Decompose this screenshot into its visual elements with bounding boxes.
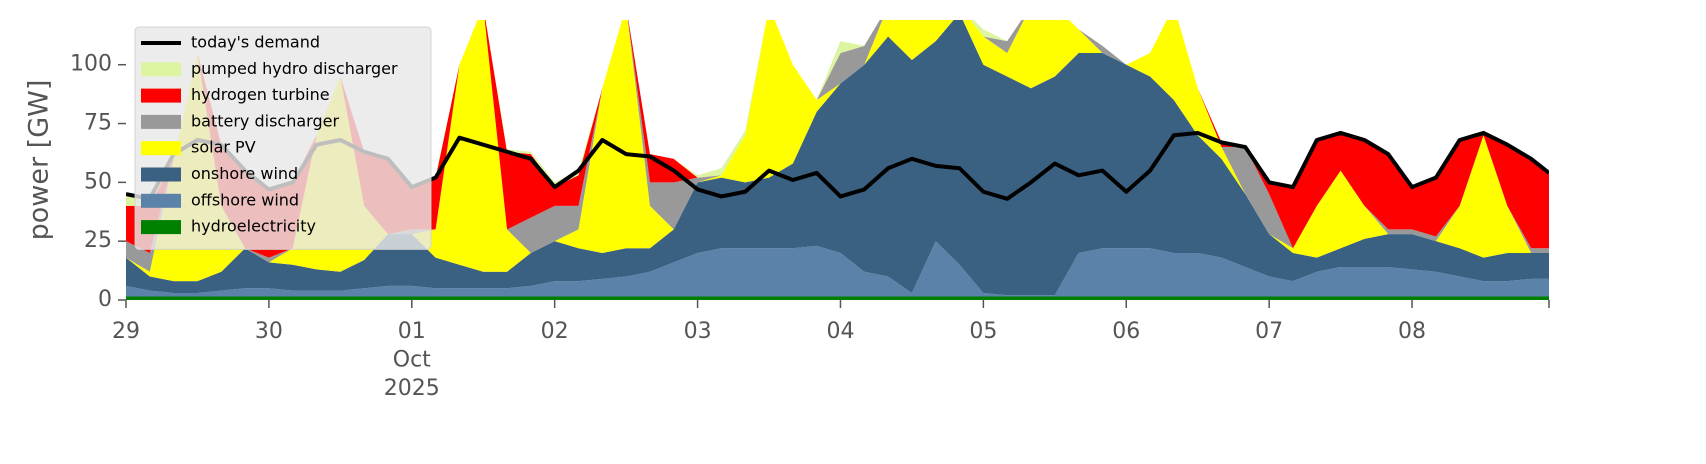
y-tick-label: 50 (84, 169, 112, 194)
axes: 0 25 50 75 100 29 30 01 Oct 2025 02 03 04 05 06 07 08 (70, 52, 1550, 401)
x-tick-label: 07 (1255, 319, 1283, 344)
x-tick-label: 04 (826, 319, 854, 344)
x-tick-label: 05 (969, 319, 997, 344)
x-tick-label: 06 (1112, 319, 1140, 344)
legend-label: battery discharger (191, 111, 339, 130)
area (126, 296, 1549, 300)
legend-label: hydroelectricity (191, 217, 316, 236)
legend-swatch (141, 141, 181, 156)
x-tick-label: 02 (541, 319, 569, 344)
legend-label: offshore wind (191, 190, 299, 209)
x-tick-label: 29 (112, 319, 140, 344)
y-axis-label: power [GW] (24, 80, 55, 241)
y-tick-label: 75 (84, 111, 112, 136)
legend-swatch (141, 114, 181, 129)
y-tick-label: 100 (70, 52, 112, 77)
x-tick-label: 30 (255, 319, 283, 344)
legend-label: onshore wind (191, 164, 298, 183)
area (126, 20, 1549, 272)
y-tick-label: 25 (84, 228, 112, 253)
legend-label: pumped hydro discharger (191, 59, 398, 78)
legend-label: solar PV (191, 138, 256, 157)
legend-label: hydrogen turbine (191, 85, 330, 104)
plot-area (126, 20, 1549, 300)
legend-label: today's demand (191, 33, 320, 52)
x-tick-label: 08 (1398, 319, 1426, 344)
legend-swatch (141, 220, 181, 235)
legend-box (134, 26, 432, 250)
legend-swatch (141, 193, 181, 208)
x-tick-label: 01 Oct 2025 (384, 319, 440, 401)
area (126, 20, 1549, 206)
x-tick-label: 03 (684, 319, 712, 344)
area (126, 20, 1549, 296)
y-tick-label: 0 (98, 287, 112, 312)
legend-swatch (141, 88, 181, 103)
legend-swatch (141, 62, 181, 77)
legend-swatch (141, 167, 181, 182)
area (126, 20, 1549, 282)
area (126, 241, 1549, 297)
legend: today's demand pumped hydro discharger hyd… (134, 26, 432, 250)
